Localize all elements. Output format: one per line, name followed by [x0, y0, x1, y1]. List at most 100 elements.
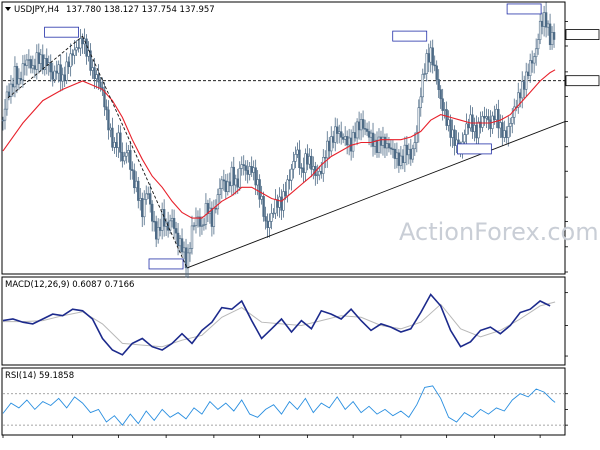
candle-body — [328, 140, 331, 152]
candle-body — [246, 170, 249, 175]
candle-body — [300, 167, 303, 169]
candle-body — [258, 179, 261, 200]
candle-body — [103, 89, 106, 108]
candle-body — [214, 208, 218, 210]
candle-body — [407, 148, 411, 156]
candle-body — [477, 121, 480, 139]
candle-body — [127, 150, 130, 154]
candle-body — [117, 132, 120, 148]
moving-average-line — [2, 69, 556, 219]
symbol-label: USDJPY,H4 — [14, 5, 59, 15]
annotation-box — [392, 30, 428, 42]
candle-body — [218, 188, 222, 195]
candle-body — [397, 152, 401, 166]
candle-body — [192, 225, 196, 227]
candle-body — [548, 23, 552, 46]
candle-body — [170, 217, 174, 222]
candle-body — [435, 65, 438, 80]
candle-body — [288, 179, 291, 181]
candle-body — [381, 136, 385, 146]
candle-body — [55, 70, 58, 74]
candle-body — [85, 38, 88, 57]
candle-body — [200, 225, 204, 227]
candle-body — [31, 65, 35, 69]
candle-body — [371, 132, 375, 147]
candle-body — [540, 20, 544, 27]
candle-body — [318, 170, 321, 176]
candle-body — [212, 208, 216, 227]
candle-body — [467, 123, 470, 129]
candle-body — [437, 79, 440, 90]
candle-body — [147, 193, 150, 195]
candle-body — [499, 122, 502, 129]
candle-body — [152, 220, 156, 223]
support-trendline — [186, 121, 566, 269]
candle-body — [156, 226, 160, 240]
candle-body — [188, 248, 192, 254]
candle-body — [431, 47, 434, 66]
candle-body — [513, 106, 516, 118]
candle-body — [53, 70, 56, 80]
candle-body — [443, 109, 446, 111]
candle-body — [57, 64, 60, 74]
candle-body — [429, 47, 432, 63]
candle-body — [403, 144, 407, 163]
candle-body — [5, 91, 9, 110]
candle-body — [493, 115, 496, 121]
candle-body — [234, 178, 237, 186]
candle-body — [487, 116, 490, 121]
candle-body — [224, 180, 228, 193]
candle-body — [417, 107, 420, 133]
candle-body — [27, 59, 31, 61]
candle-body — [343, 136, 347, 140]
annotation-box — [148, 258, 184, 270]
candle-body — [385, 143, 389, 149]
candle-body — [23, 63, 27, 66]
candle-body — [236, 178, 239, 188]
candle-body — [355, 121, 359, 139]
candle-body — [401, 155, 405, 163]
candle-body — [51, 71, 54, 80]
candle-body — [463, 134, 466, 143]
candle-body — [322, 157, 325, 174]
candle-body — [67, 61, 70, 68]
current-price-tag — [565, 29, 600, 40]
dashed-trendline — [7, 35, 83, 99]
dropdown-triangle-icon[interactable] — [5, 7, 11, 11]
candle-body — [425, 53, 428, 74]
candle-body — [9, 83, 13, 97]
candle-body — [262, 195, 265, 217]
candle-body — [242, 164, 245, 167]
candle-body — [11, 83, 15, 88]
candle-body — [137, 180, 140, 201]
ohlc-values: 137.780 138.127 137.754 137.957 — [66, 5, 215, 15]
candle-body — [172, 217, 176, 229]
candle-body — [532, 56, 536, 64]
candle-body — [166, 221, 170, 231]
candle-body — [423, 73, 426, 75]
candle-body — [260, 195, 263, 200]
candle-body — [248, 166, 251, 175]
candle-body — [523, 81, 526, 90]
candle-body — [465, 123, 468, 135]
candle-body — [361, 119, 365, 129]
candle-body — [304, 153, 307, 173]
candle-body — [546, 23, 550, 28]
candle-body — [495, 108, 498, 121]
candle-body — [538, 20, 542, 40]
candle-body — [530, 60, 534, 64]
annotation-box — [44, 26, 79, 38]
candle-body — [49, 62, 52, 73]
candle-body — [517, 92, 520, 108]
candle-body — [63, 74, 66, 81]
candle-body — [133, 170, 136, 189]
rsi-label: RSI(14) 59.1858 — [5, 371, 74, 381]
candle-body — [125, 152, 128, 157]
candle-body — [111, 127, 114, 148]
candle-body — [387, 143, 391, 149]
candle-body — [240, 164, 243, 169]
candle-body — [550, 32, 554, 46]
rsi-line — [2, 385, 556, 426]
candle-body — [308, 155, 311, 165]
candle-body — [266, 220, 269, 228]
